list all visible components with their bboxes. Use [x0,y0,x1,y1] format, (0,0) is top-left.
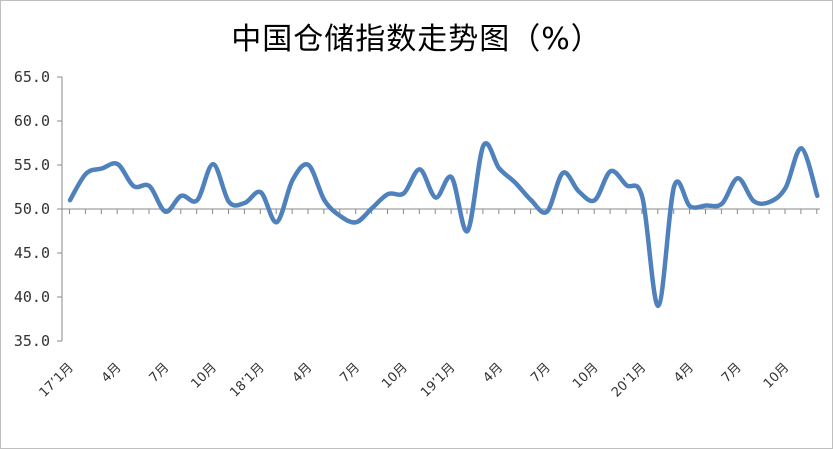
x-tick-label: 7月 [337,360,363,386]
x-tick-label: 10月 [570,360,601,391]
x-tick-label: 7月 [528,360,554,386]
x-tick-label: 17’1月 [37,360,77,400]
y-tick-label: 60.0 [14,112,50,130]
series-group [67,141,820,309]
x-tick-label: 10月 [188,360,219,391]
x-tick-label: 4月 [480,360,506,386]
series-line [67,141,820,309]
chart-title: 中国仓储指数走势图（%） [231,22,602,57]
x-axis: 17’1月 4月 7月 10月 18’1月 4月 7月 10月 19’1月 4月 7月 10月 20’1… [37,208,820,400]
y-tick-label: 35.0 [14,332,50,350]
x-tick-label: 7月 [719,360,745,386]
y-axis: 35.0 40.0 45.0 50.0 55.0 60.0 65.0 [14,68,63,350]
x-tick-label: 4月 [290,360,316,386]
x-tick-label: 7月 [147,360,173,386]
y-tick-label: 45.0 [14,244,50,262]
x-tick-label: 18’1月 [227,360,267,400]
x-tick-label: 19’1月 [418,360,458,400]
y-tick-label: 50.0 [14,200,50,218]
x-tick-label: 4月 [99,360,125,386]
y-tick-label: 40.0 [14,288,50,306]
x-tick-label: 20’1月 [609,360,649,400]
x-tick-label: 10月 [379,360,410,391]
x-tick-label: 10月 [761,360,792,391]
x-tick-label: 4月 [671,360,697,386]
y-tick-label: 65.0 [14,68,50,86]
y-tick-label: 55.0 [14,156,50,174]
